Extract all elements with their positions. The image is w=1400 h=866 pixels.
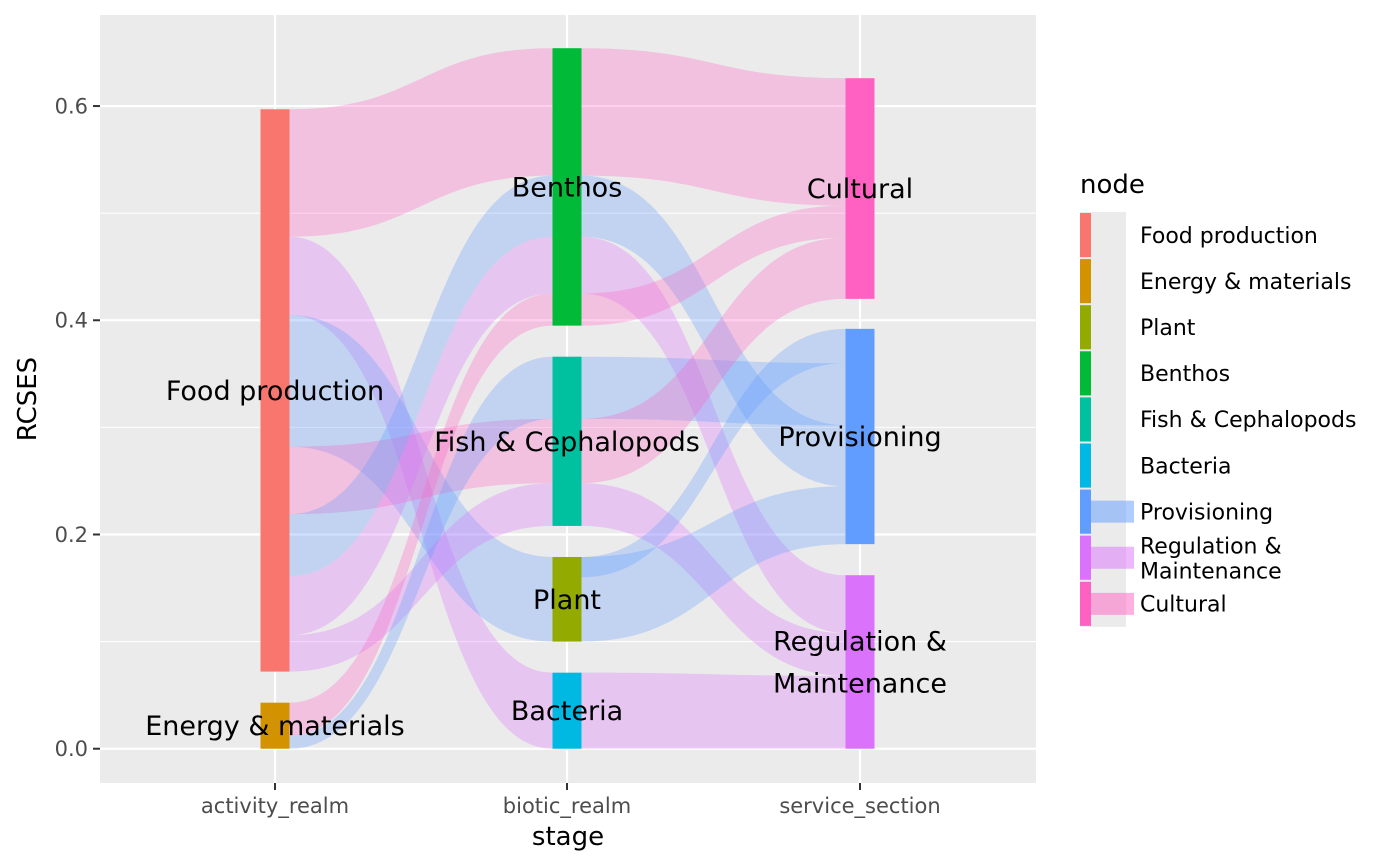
y-tick-label: 0.4 <box>55 309 88 333</box>
y-tick-label: 0.6 <box>55 94 88 118</box>
flow-band <box>581 486 846 642</box>
legend-key-bar <box>1080 213 1091 258</box>
legend-label: Fish & Cephalopods <box>1140 408 1356 433</box>
legend-key-bar <box>1080 305 1091 350</box>
flow-band <box>289 483 553 672</box>
flow-band <box>289 314 553 642</box>
x-tick-label: service_section <box>779 794 940 819</box>
node-label-fp: Food production <box>166 376 384 407</box>
flow-band <box>289 293 553 736</box>
node-label-pl: Plant <box>533 585 601 616</box>
flow-band <box>581 48 846 206</box>
x-axis-title: stage <box>532 822 604 852</box>
legend-key-bar <box>1080 581 1091 626</box>
legend-key-bar <box>1080 397 1091 442</box>
legend-key-flow <box>1091 592 1134 615</box>
legend-label: Food production <box>1140 224 1318 249</box>
node-bar-cu <box>845 78 875 299</box>
node-bar-pr <box>845 328 875 545</box>
legend-title: node <box>1080 170 1145 200</box>
y-tick-label: 0.0 <box>55 737 88 761</box>
flow-band <box>289 48 553 237</box>
legend-label: Provisioning <box>1140 500 1273 525</box>
node-label-fc: Fish & Cephalopods <box>434 427 700 458</box>
legend-label: Regulation & Maintenance <box>1140 534 1282 584</box>
x-tick-label: activity_realm <box>201 794 349 819</box>
legend-key-bar <box>1080 489 1091 534</box>
flow-band <box>581 236 846 634</box>
node-label-pr: Provisioning <box>778 422 941 453</box>
node-bar-ba <box>552 672 582 749</box>
node-bar-rm <box>845 575 875 749</box>
node-bar-fp <box>260 109 290 672</box>
x-tick-label: biotic_realm <box>503 794 631 819</box>
node-label-ba: Bacteria <box>511 696 623 727</box>
node-bar-pl <box>552 556 582 642</box>
legend-label: Plant <box>1140 316 1196 341</box>
flow-band <box>581 175 846 487</box>
flow-band <box>289 175 553 577</box>
flow-band <box>581 237 846 484</box>
flow-band <box>581 356 846 426</box>
legend-key-bar <box>1080 259 1091 304</box>
legend-label: Bacteria <box>1140 454 1231 479</box>
node-labels: Food production Energy & materials Benthos… <box>145 172 947 742</box>
node-label-rm: Regulation & Maintenance <box>773 626 947 699</box>
flow-band <box>289 236 553 636</box>
y-axis-title: RCSES <box>13 357 43 441</box>
legend-label: Energy & materials <box>1140 270 1351 295</box>
node-bar-fc <box>552 356 582 526</box>
node-bar-bn <box>552 48 582 326</box>
flows <box>289 48 846 749</box>
flow-band <box>581 328 846 578</box>
nodes <box>260 48 875 749</box>
flow-band <box>581 205 846 326</box>
legend-key-flow <box>1091 500 1134 523</box>
flow-band <box>289 418 553 515</box>
node-bar-em <box>260 702 290 749</box>
node-label-bn: Benthos <box>512 172 623 203</box>
node-label-em: Energy & materials <box>145 711 405 742</box>
axes: 0.0 0.2 0.4 0.6 activity_realm biotic_realm se… <box>55 94 941 819</box>
legend-label: Benthos <box>1140 362 1230 387</box>
legend-key-flow <box>1091 546 1134 569</box>
legend-key-bar <box>1080 535 1091 580</box>
legend: node Food production Energy & materials Pl… <box>1080 170 1356 627</box>
legend-label: Cultural <box>1140 593 1227 618</box>
node-label-cu: Cultural <box>807 174 913 205</box>
legend-key-bar <box>1080 443 1091 488</box>
legend-key-bar <box>1080 351 1091 396</box>
flow-band <box>289 236 553 749</box>
flow-band <box>581 672 846 749</box>
flow-band <box>289 356 553 749</box>
flow-band <box>581 483 846 676</box>
y-tick-label: 0.2 <box>55 523 88 547</box>
